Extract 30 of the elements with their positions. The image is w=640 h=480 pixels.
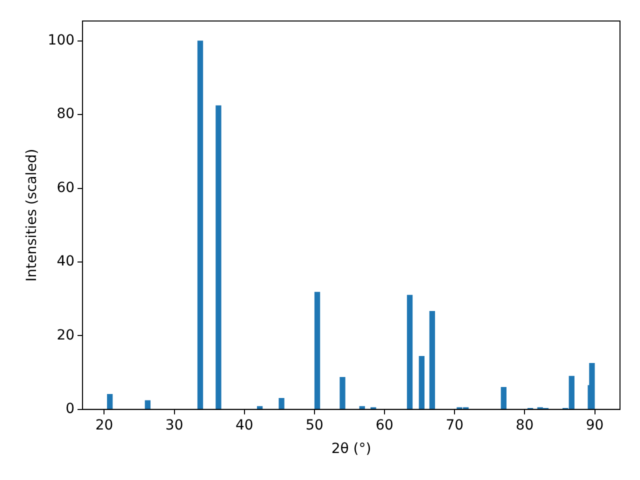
y-axis-title: Intensities (scaled)	[24, 148, 40, 282]
bar	[589, 363, 595, 410]
y-tick-label: 80	[56, 106, 75, 122]
x-tick-label: 70	[446, 417, 464, 434]
x-tick-label: 80	[516, 417, 534, 434]
y-tick-label: 40	[56, 254, 75, 270]
y-tick-label: 20	[56, 327, 75, 344]
bar	[340, 377, 346, 410]
x-tick-label: 90	[586, 417, 604, 434]
x-tick-label: 50	[306, 417, 324, 434]
y-tick-label: 60	[56, 180, 75, 196]
bar	[278, 398, 284, 410]
x-tick-label: 60	[376, 417, 394, 434]
bar	[314, 292, 320, 410]
bar	[144, 400, 151, 410]
bar	[429, 311, 436, 410]
bar	[418, 356, 425, 410]
y-tick-label: 100	[48, 32, 75, 49]
x-tick-label: 30	[165, 417, 184, 434]
bar	[216, 105, 222, 410]
bar	[359, 406, 365, 410]
bar	[256, 406, 263, 410]
bar	[500, 386, 507, 410]
x-tick-label: 20	[95, 417, 114, 434]
y-tick-label: 0	[66, 401, 75, 418]
bar	[107, 394, 113, 410]
x-tick-label: 40	[235, 417, 254, 434]
bar	[406, 294, 413, 410]
bar	[197, 40, 204, 410]
x-axis-title: 2θ (°)	[331, 441, 372, 458]
